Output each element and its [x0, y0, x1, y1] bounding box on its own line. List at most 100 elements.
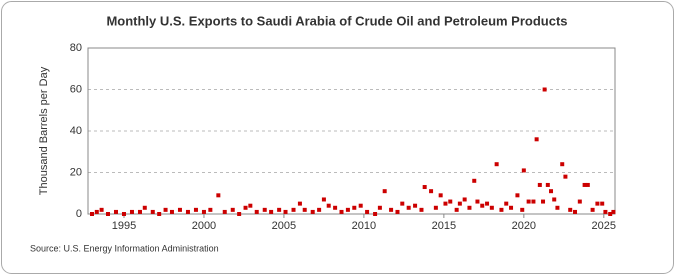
point: [467, 205, 472, 210]
x-tick-label: 2005: [272, 220, 296, 232]
point: [377, 205, 382, 210]
point: [185, 209, 190, 214]
point: [230, 207, 235, 212]
point: [254, 209, 259, 214]
point: [389, 207, 394, 212]
point: [169, 209, 174, 214]
point: [150, 209, 155, 214]
point: [549, 189, 554, 194]
point: [339, 209, 344, 214]
point: [585, 182, 590, 187]
point: [291, 207, 296, 212]
point: [89, 212, 94, 216]
point: [573, 209, 578, 214]
point: [326, 203, 331, 208]
point: [462, 197, 467, 202]
point: [216, 193, 221, 198]
point: [534, 137, 539, 142]
point: [422, 185, 427, 190]
point: [480, 203, 485, 208]
point: [521, 168, 526, 173]
point: [560, 162, 565, 167]
x-tick-label: 2020: [512, 220, 536, 232]
point: [121, 212, 126, 216]
point: [603, 209, 608, 214]
point: [177, 207, 182, 212]
point: [419, 207, 424, 212]
x-tick-label: 2000: [192, 220, 216, 232]
point: [269, 209, 274, 214]
y-axis-label: Thousand Barrels per Day: [38, 66, 50, 195]
point: [395, 209, 400, 214]
point: [509, 205, 514, 210]
source-note: Source: U.S. Energy Information Administ…: [30, 243, 219, 253]
point: [283, 209, 288, 214]
point: [545, 182, 550, 187]
frame: [1, 1, 674, 274]
point: [552, 197, 557, 202]
point: [582, 182, 587, 187]
point: [382, 189, 387, 194]
point: [345, 207, 350, 212]
y-tick-label: 80: [70, 42, 82, 54]
x-tick-label: 1995: [112, 220, 136, 232]
point: [485, 201, 490, 206]
point: [400, 201, 405, 206]
point: [438, 193, 443, 198]
x-tick-label: 2010: [352, 220, 376, 232]
point: [577, 199, 582, 204]
point: [99, 207, 104, 212]
point: [489, 205, 494, 210]
chart-title: Monthly U.S. Exports to Saudi Arabia of …: [106, 13, 567, 28]
y-tick-label: 60: [70, 83, 82, 95]
point: [504, 201, 509, 206]
point: [448, 199, 453, 204]
point: [413, 203, 418, 208]
point: [433, 205, 438, 210]
point: [105, 212, 110, 216]
point: [537, 182, 542, 187]
point: [611, 209, 616, 214]
point: [358, 203, 363, 208]
point: [248, 203, 253, 208]
point: [137, 209, 142, 214]
point: [201, 209, 206, 214]
point: [608, 212, 613, 216]
point: [222, 209, 227, 214]
point: [526, 199, 531, 204]
point: [237, 212, 242, 216]
point: [600, 201, 605, 206]
x-tick-label: 2015: [432, 220, 456, 232]
point: [373, 212, 378, 216]
point: [563, 174, 568, 179]
point: [317, 207, 322, 212]
y-tick-label: 0: [76, 208, 82, 220]
point: [321, 197, 326, 202]
point: [129, 209, 134, 214]
point: [454, 207, 459, 212]
point: [595, 201, 600, 206]
point: [515, 193, 520, 198]
point: [520, 207, 525, 212]
point: [157, 212, 162, 216]
point: [475, 199, 480, 204]
point: [568, 207, 573, 212]
point: [142, 205, 147, 210]
point: [113, 209, 118, 214]
point: [163, 207, 168, 212]
point: [333, 205, 338, 210]
point: [208, 207, 213, 212]
point: [590, 207, 595, 212]
point: [277, 207, 282, 212]
point: [531, 199, 536, 204]
point: [499, 207, 504, 212]
point: [302, 207, 307, 212]
point: [541, 199, 546, 204]
point: [297, 201, 302, 206]
point: [352, 205, 357, 210]
point: [429, 189, 434, 194]
point: [262, 207, 267, 212]
point: [457, 201, 462, 206]
point: [310, 209, 315, 214]
